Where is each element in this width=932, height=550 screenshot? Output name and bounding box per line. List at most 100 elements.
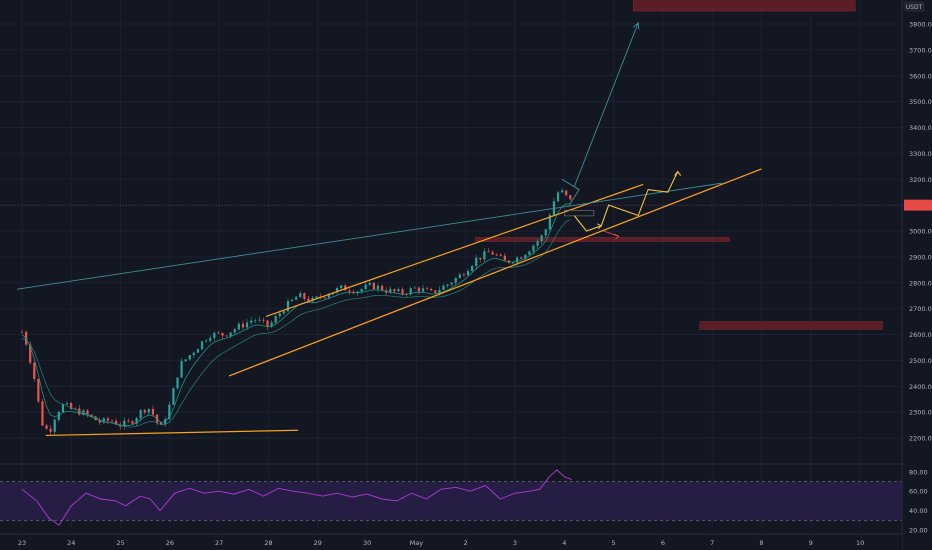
zone-1 — [700, 322, 882, 330]
candle-body-62 — [275, 316, 277, 322]
candle-body-125 — [532, 246, 534, 252]
candle-body-7 — [50, 429, 52, 432]
candle-body-118 — [504, 256, 506, 261]
candle-body-91 — [393, 289, 395, 291]
candle-body-122 — [520, 258, 522, 259]
candle-body-59 — [262, 320, 264, 321]
current-price-badge — [904, 200, 932, 211]
candle-body-74 — [324, 297, 326, 298]
candle-body-31 — [148, 409, 150, 413]
candle-body-64 — [283, 311, 285, 313]
time-axis[interactable]: 23 24 25 26 27 28 29 30 May 2 3 4 5 6 7 8 9 10 — [0, 534, 902, 550]
candle-body-104 — [446, 285, 448, 286]
price-tick-3: 2500.00 — [909, 357, 932, 365]
candle-body-78 — [340, 285, 342, 288]
candle-body-87 — [377, 286, 379, 289]
candle-body-5 — [41, 401, 43, 425]
candle-body-32 — [152, 409, 154, 415]
candle-body-88 — [381, 286, 383, 291]
price-tick-7: 2900.00 — [909, 253, 932, 261]
candle-body-72 — [316, 297, 318, 298]
price-tick-8: 3000.00 — [909, 228, 932, 236]
price-tick-4: 2600.00 — [909, 331, 932, 339]
candle-body-29 — [140, 410, 142, 418]
candle-body-48 — [217, 333, 219, 334]
candle-body-39 — [180, 361, 182, 377]
time-tick-13: 6 — [661, 539, 665, 547]
candle-body-103 — [442, 286, 444, 290]
candle-body-14 — [78, 409, 80, 415]
candle-body-131 — [557, 192, 559, 201]
candle-body-44 — [201, 341, 203, 349]
time-tick-17: 10 — [856, 539, 864, 547]
zone-0 — [633, 0, 855, 11]
candle-body-47 — [213, 333, 215, 338]
candle-body-68 — [299, 293, 301, 297]
candle-body-133 — [565, 190, 567, 195]
price-tick-13: 3500.00 — [909, 98, 932, 106]
candle-body-37 — [172, 388, 174, 405]
time-tick-0: 23 — [18, 539, 26, 547]
candle-body-101 — [434, 290, 436, 293]
time-tick-5: 28 — [264, 539, 272, 547]
candle-body-132 — [561, 190, 563, 192]
candle-body-120 — [512, 263, 514, 264]
price-tick-15: 3700.00 — [909, 46, 932, 54]
candle-body-111 — [475, 258, 477, 266]
candle-body-93 — [401, 289, 403, 294]
time-tick-2: 25 — [116, 539, 124, 547]
candle-body-42 — [193, 353, 195, 355]
candle-body-98 — [422, 288, 424, 291]
candle-body-55 — [246, 322, 248, 327]
rsi-tick-1: 60.00 — [909, 488, 928, 496]
time-tick-4: 27 — [215, 539, 223, 547]
candle-body-3 — [33, 363, 35, 379]
candle-body-58 — [258, 320, 260, 321]
candle-body-108 — [463, 274, 465, 275]
candle-body-92 — [397, 289, 399, 291]
price-tick-0: 2200.00 — [909, 435, 932, 443]
time-axis-bg — [0, 534, 902, 550]
currency-label: USDT — [906, 4, 923, 11]
candle-body-8 — [54, 420, 56, 432]
candle-body-26 — [127, 421, 129, 422]
price-tick-2: 2400.00 — [909, 383, 932, 391]
candle-body-109 — [467, 271, 469, 275]
candle-body-43 — [197, 349, 199, 353]
candle-body-50 — [225, 336, 227, 337]
candle-body-126 — [536, 241, 538, 245]
time-tick-15: 8 — [759, 539, 763, 547]
price-axis[interactable]: 2200.00 2300.00 2400.00 2500.00 2600.00 2700.… — [902, 0, 932, 550]
candle-body-4 — [37, 379, 39, 401]
candle-body-57 — [254, 320, 256, 321]
candle-body-114 — [487, 251, 489, 252]
candle-body-112 — [479, 258, 481, 259]
candle-body-21 — [107, 418, 109, 420]
candle-body-128 — [545, 229, 547, 235]
candle-body-6 — [45, 425, 47, 428]
candle-body-99 — [426, 288, 428, 289]
candle-body-107 — [459, 274, 461, 278]
candle-body-65 — [287, 301, 289, 311]
price-tick-12: 3400.00 — [909, 124, 932, 132]
candle-body-105 — [451, 283, 453, 285]
candle-body-106 — [455, 278, 457, 283]
candle-body-66 — [291, 300, 293, 301]
candle-body-52 — [234, 329, 236, 332]
candle-body-27 — [131, 421, 133, 424]
candle-body-56 — [250, 321, 252, 323]
candle-body-100 — [430, 289, 432, 290]
zone-2 — [476, 237, 730, 241]
time-tick-8: May — [410, 539, 424, 547]
candle-body-41 — [189, 355, 191, 359]
rsi-band — [0, 482, 902, 521]
candle-body-53 — [238, 324, 240, 330]
rsi-tick-0: 80.00 — [909, 468, 928, 476]
price-tick-1: 2300.00 — [909, 409, 932, 417]
candle-body-60 — [266, 321, 268, 327]
candle-body-54 — [242, 324, 244, 328]
candle-body-134 — [569, 195, 571, 199]
candle-body-10 — [62, 404, 64, 412]
candle-body-51 — [230, 332, 232, 336]
